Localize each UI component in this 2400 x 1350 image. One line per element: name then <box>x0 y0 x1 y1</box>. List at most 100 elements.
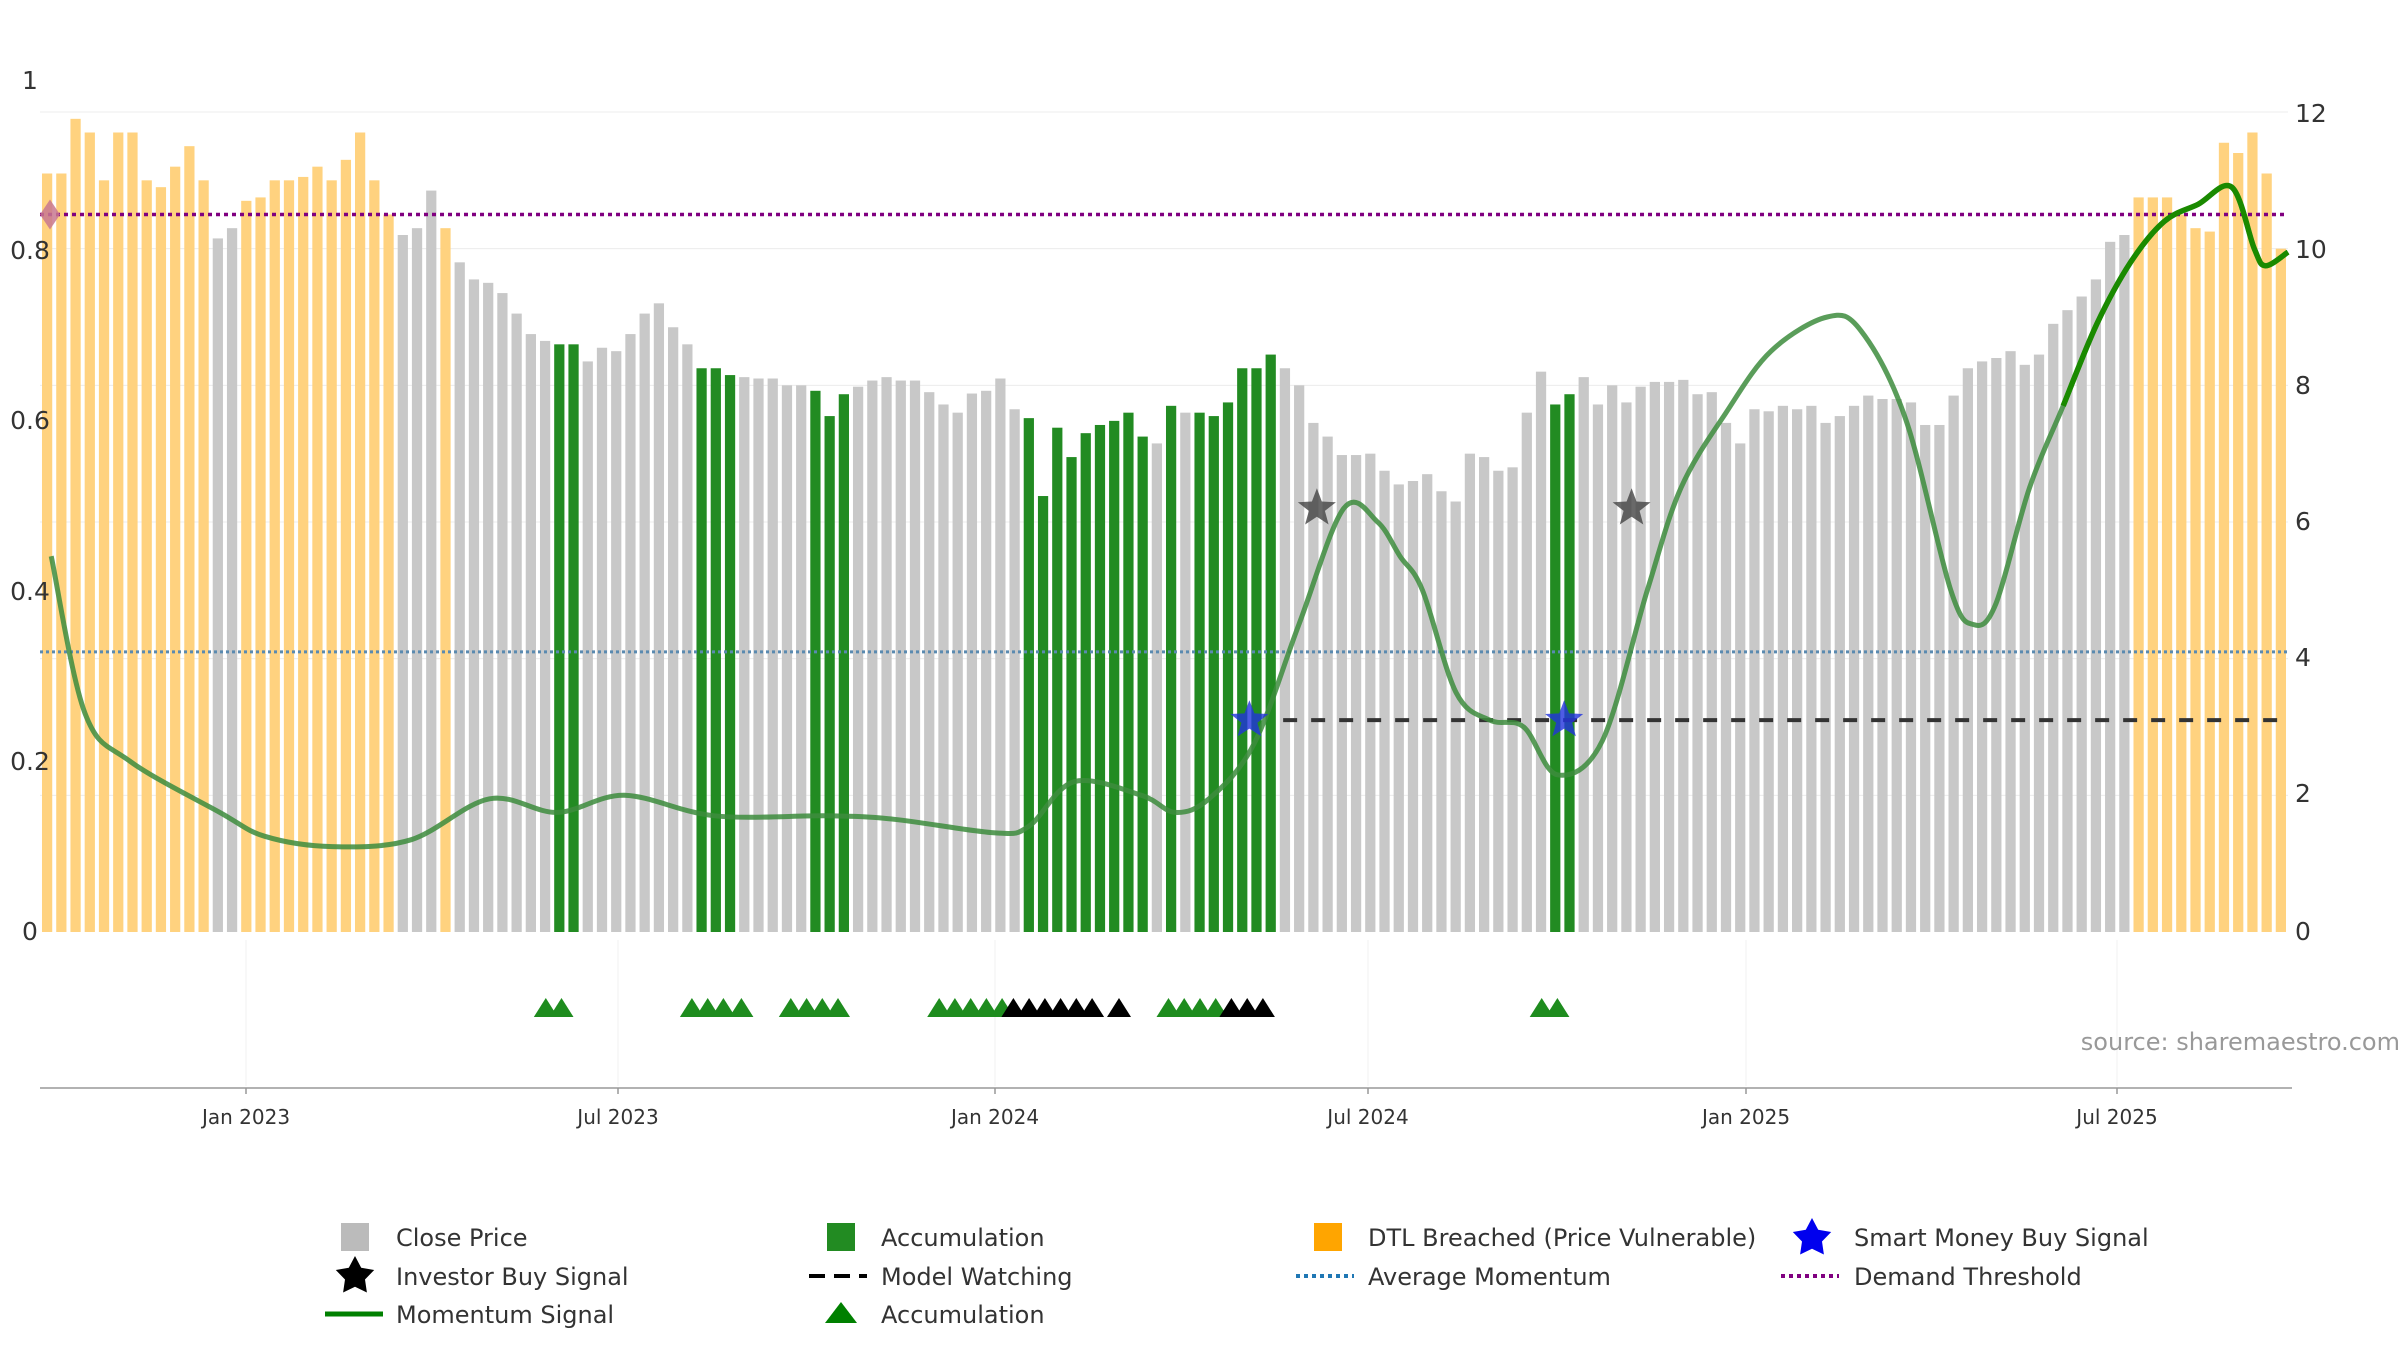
investor-buy-star-icon <box>1297 488 1336 525</box>
legend-label: Momentum Signal <box>396 1301 614 1329</box>
close-price-bar <box>1350 455 1362 932</box>
x-tick-label: Jan 2024 <box>949 1105 1039 1129</box>
dtl-breached-bar <box>98 180 110 932</box>
accumulation-triangle-icon <box>549 998 574 1017</box>
accumulation-triangle-icon <box>711 998 736 1017</box>
dtl-breached-bar <box>2233 153 2244 932</box>
signal-triangle-icon <box>1235 998 1260 1017</box>
accumulation-bar <box>1066 457 1077 932</box>
close-price-bar <box>1763 411 1774 932</box>
left-tick: 0.4 <box>10 577 50 606</box>
accumulation-bar <box>1251 368 1262 932</box>
close-price-bar <box>1976 361 1988 932</box>
accumulation-triangle-icon <box>974 998 999 1017</box>
close-price-bar <box>881 377 892 932</box>
close-price-bar <box>2062 310 2073 932</box>
close-price-bar <box>1308 422 1319 932</box>
accumulation-triangle-icon <box>794 998 819 1017</box>
legend-label: Investor Buy Signal <box>396 1263 629 1291</box>
accumulation-triangle-icon <box>1172 998 1197 1017</box>
investor-buy-star-icon <box>1612 488 1651 525</box>
close-price-bar <box>1777 405 1789 933</box>
close-price-bar <box>1792 409 1803 932</box>
close-price-bar <box>1735 443 1746 932</box>
momentum-signal-line <box>48 183 2290 850</box>
close-price-bar <box>1151 443 1162 932</box>
close-price-bar <box>1649 381 1660 932</box>
dtl-breached-bar <box>440 228 451 933</box>
right-tick: 4 <box>2295 643 2311 672</box>
legend-label: Demand Threshold <box>1854 1263 2082 1291</box>
dtl-breached-bar <box>113 132 124 932</box>
dtl-breached-bar <box>369 180 380 932</box>
momentum-signal-strong-segment <box>2060 182 2290 407</box>
accumulation-triangle-icon <box>1203 998 1228 1017</box>
legend-label: Accumulation <box>881 1224 1045 1252</box>
dtl-breached-bar <box>84 132 95 932</box>
close-price-bar <box>852 386 864 932</box>
accumulation-triangle-icon <box>927 998 952 1017</box>
close-price-bar <box>781 385 793 933</box>
accumulation-bar <box>1023 418 1034 932</box>
x-tick-label: Jul 2024 <box>1325 1105 1408 1129</box>
dtl-breached-bar <box>2261 173 2272 932</box>
accumulation-bar <box>810 390 821 932</box>
signal-triangle-icon <box>1064 998 1089 1017</box>
reference-lines <box>40 199 2288 723</box>
close-price-bar <box>1592 404 1604 933</box>
accumulation-triangle-icon <box>1188 998 1212 1017</box>
dtl-breached-bar <box>355 132 366 932</box>
accumulation-bar <box>1052 427 1063 932</box>
close-price-bar <box>511 313 522 933</box>
dtl-breached-bar <box>198 180 209 932</box>
star-icon <box>1792 1218 1832 1255</box>
left-tick: 0.6 <box>10 406 50 435</box>
close-price-bar <box>1806 405 1817 933</box>
close-price-bar <box>1934 424 1945 932</box>
dtl-breached-bar <box>298 176 309 933</box>
legend-label: Accumulation <box>881 1301 1045 1329</box>
close-price-bar <box>1464 453 1476 932</box>
accumulation-bar <box>696 368 707 932</box>
left-tick: 0.2 <box>10 747 50 776</box>
accumulation-bar <box>1094 424 1106 932</box>
accumulation-bar <box>1550 404 1561 933</box>
x-tick-label: Jul 2025 <box>2074 1105 2157 1129</box>
signal-triangle-icon <box>1048 998 1073 1017</box>
close-price-bar <box>1678 379 1689 932</box>
legend-icon-accumulation <box>827 1223 855 1251</box>
dtl-breached-bar <box>2176 214 2187 932</box>
close-price-bar <box>1322 436 1333 932</box>
dtl-breached-bar <box>2133 197 2144 933</box>
right-tick: 8 <box>2295 371 2311 400</box>
close-price-bar <box>582 361 593 932</box>
close-price-bar <box>1379 470 1390 932</box>
dtl-breached-bar <box>241 200 252 932</box>
close-price-bar <box>909 380 921 932</box>
close-price-bar <box>1848 405 1860 933</box>
signal-triangle-icon <box>1250 998 1275 1017</box>
dtl-breached-bar <box>170 166 181 933</box>
right-tick: 10 <box>2295 235 2327 264</box>
left-tick: 0 <box>22 917 38 946</box>
dtl-breached-bar <box>41 173 53 932</box>
demand-threshold-marker <box>40 199 60 230</box>
close-price-bar <box>1521 412 1532 932</box>
close-price-bar <box>2005 351 2016 932</box>
accumulation-bar <box>554 344 565 933</box>
close-price-bar <box>1294 385 1305 933</box>
signal-triangle-icon <box>1107 998 1131 1017</box>
right-tick: 2 <box>2295 779 2311 808</box>
close-price-bar <box>611 351 622 932</box>
dtl-breached-bar <box>340 159 352 932</box>
accumulation-bar <box>1037 496 1049 932</box>
close-price-bar <box>1450 501 1461 932</box>
triangle-icon <box>825 1302 857 1323</box>
star-icon <box>335 1256 375 1293</box>
close-price-bar <box>995 378 1006 932</box>
close-price-bar <box>1877 399 1888 932</box>
close-price-bar <box>411 228 423 933</box>
close-price-bar <box>497 293 508 933</box>
close-price-bar <box>2019 364 2030 933</box>
